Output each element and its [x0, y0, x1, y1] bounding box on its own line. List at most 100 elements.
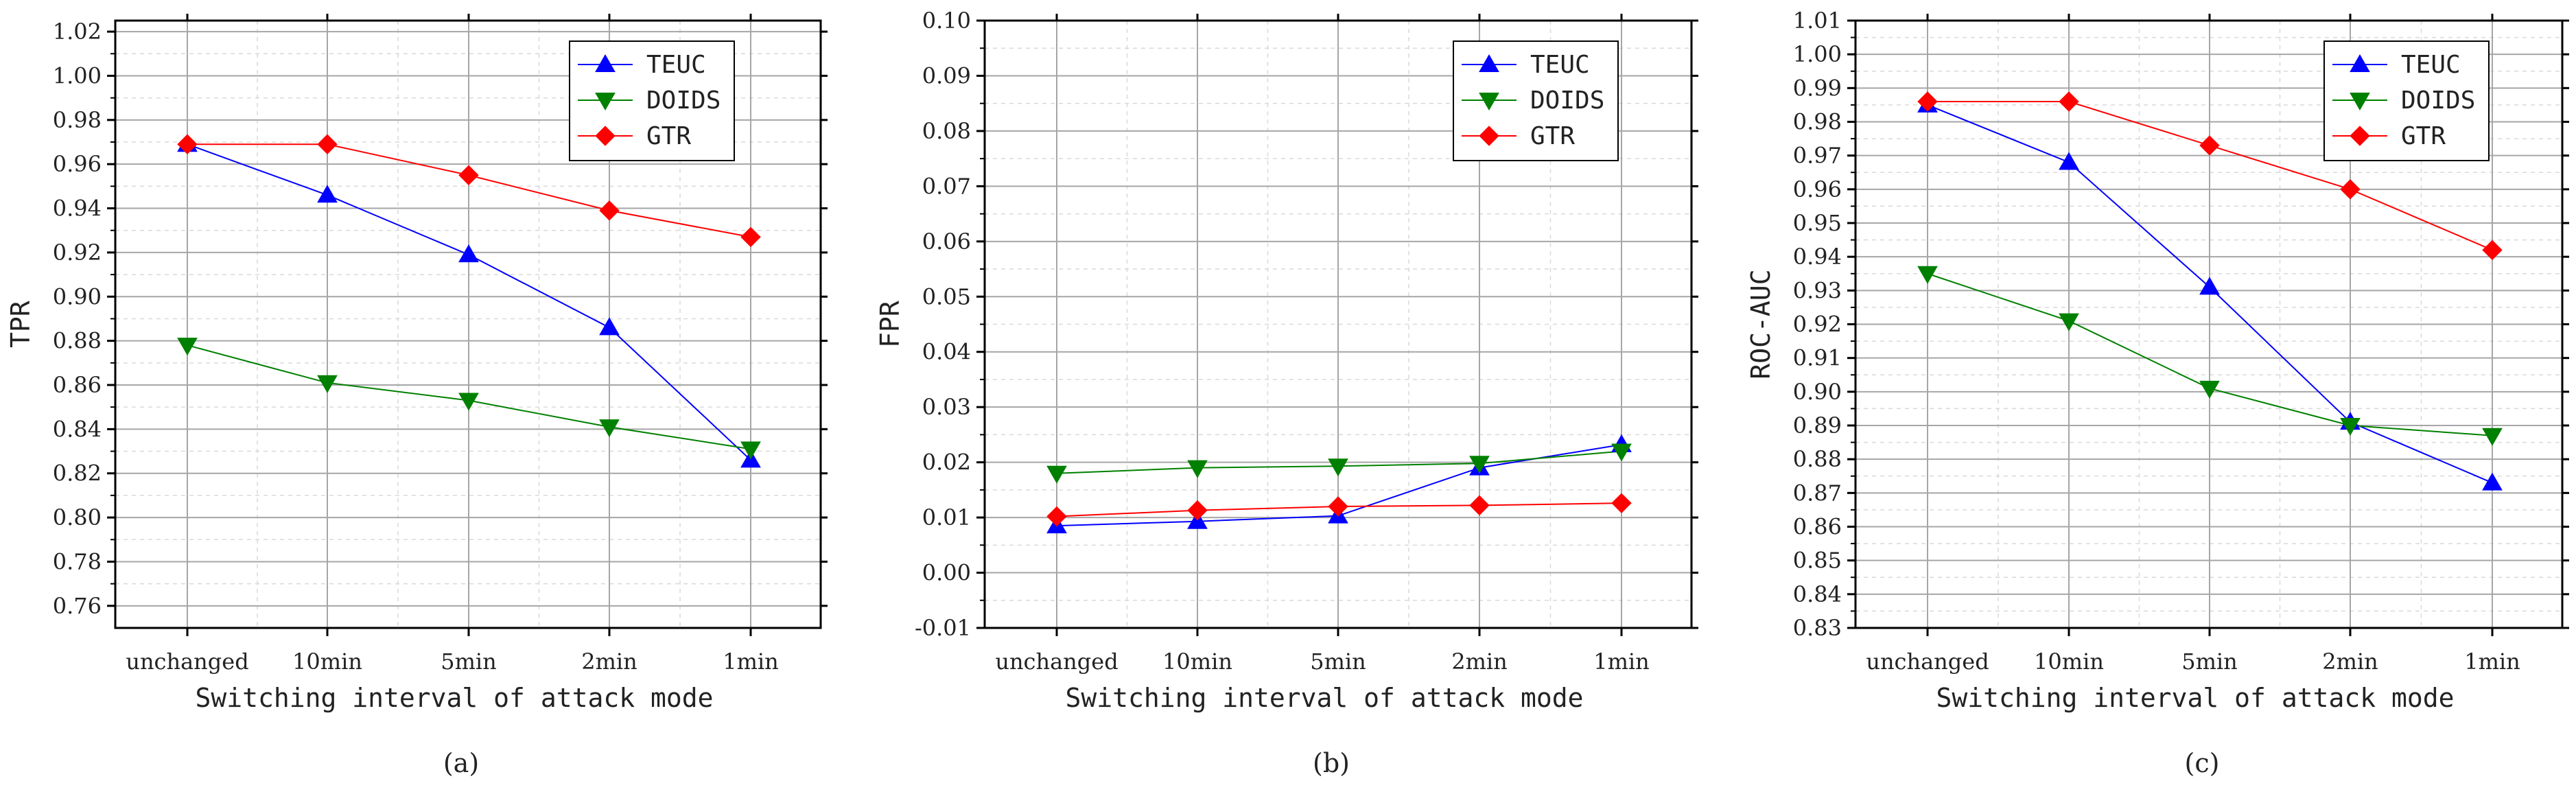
- y-tick-label: 0.94: [53, 196, 102, 222]
- data-point-gtr: [458, 165, 479, 185]
- data-point-doids: [1917, 266, 1938, 284]
- data-point-teuc: [2482, 472, 2503, 491]
- y-axis-title: TPR: [5, 301, 36, 348]
- y-tick-label: 0.95: [1793, 210, 1842, 236]
- legend-label-doids: DOIDS: [646, 86, 721, 115]
- y-tick-label: 0.90: [1793, 379, 1842, 405]
- data-point-gtr: [740, 226, 761, 248]
- x-tick-label: 10min: [1162, 649, 1232, 675]
- y-tick-label: 0.91: [1793, 345, 1842, 371]
- data-point-teuc: [2059, 152, 2079, 170]
- data-point-gtr: [2482, 240, 2503, 261]
- y-tick-label: -0.01: [915, 615, 971, 641]
- x-axis-title: Switching interval of attack mode: [1936, 683, 2455, 713]
- y-tick-label: 1.01: [1793, 8, 1842, 34]
- y-tick-label: 0.90: [53, 283, 102, 310]
- data-point-doids: [1046, 465, 1067, 484]
- data-point-gtr: [1469, 495, 1490, 516]
- x-tick-label: unchanged: [995, 649, 1118, 675]
- data-point-doids: [177, 338, 198, 356]
- y-tick-label: 0.88: [1793, 446, 1842, 472]
- y-tick-label: 0.93: [1793, 277, 1842, 303]
- legend-label-teuc: TEUC: [1530, 51, 1590, 79]
- x-tick-label: 2min: [581, 649, 637, 675]
- y-tick-label: 0.83: [1793, 615, 1842, 641]
- data-point-doids: [458, 393, 479, 411]
- legend-label-teuc: TEUC: [2401, 51, 2461, 79]
- data-point-doids: [2340, 418, 2361, 436]
- data-point-doids: [2482, 428, 2503, 446]
- x-tick-label: 1min: [2464, 649, 2520, 675]
- y-tick-label: 0.08: [922, 118, 971, 144]
- data-point-doids: [317, 375, 338, 393]
- y-tick-label: 0.98: [53, 107, 102, 133]
- y-tick-label: 0.09: [922, 62, 971, 89]
- chart-panel-1: 0.76 0.78 0.80 0.82 0.84 0.86 0.88 0.90 0.92 0.94…: [5, 14, 828, 778]
- legend-marker-gtr: [2350, 126, 2370, 146]
- panel-label: (a): [443, 748, 479, 778]
- y-axis-title: FPR: [875, 301, 905, 348]
- legend-label-doids: DOIDS: [2401, 86, 2475, 115]
- x-axis-title: Switching interval of attack mode: [1066, 683, 1584, 713]
- y-tick-label: 0.89: [1793, 412, 1842, 439]
- data-point-teuc: [599, 317, 620, 336]
- legend-marker-teuc: [2350, 54, 2370, 72]
- data-point-doids: [1328, 458, 1348, 477]
- y-tick-label: 0.86: [53, 372, 102, 398]
- x-tick-label: 10min: [2034, 649, 2104, 675]
- data-point-doids: [1187, 460, 1208, 478]
- y-tick-label: 1.00: [53, 62, 102, 89]
- x-tick-label: 10min: [292, 649, 362, 675]
- legend-marker-gtr: [1479, 126, 1499, 146]
- y-tick-label: 0.88: [53, 328, 102, 354]
- x-tick-label: 1min: [723, 649, 779, 675]
- legend-marker-doids: [2350, 93, 2370, 111]
- data-point-gtr: [1046, 506, 1067, 527]
- x-axis-title: Switching interval of attack mode: [196, 683, 714, 713]
- legend-label-gtr: GTR: [646, 122, 691, 150]
- data-point-doids: [2059, 313, 2079, 331]
- data-point-teuc: [2199, 277, 2220, 295]
- data-point-doids: [1469, 456, 1490, 474]
- data-point-gtr: [599, 200, 620, 221]
- data-point-doids: [1611, 443, 1632, 462]
- y-tick-label: 0.99: [1793, 75, 1842, 101]
- y-tick-label: 0.02: [922, 449, 971, 476]
- y-tick-label: 0.86: [1793, 514, 1842, 540]
- data-point-teuc: [458, 244, 479, 263]
- legend-label-gtr: GTR: [1530, 122, 1575, 150]
- y-tick-label: 0.01: [922, 504, 971, 530]
- data-point-gtr: [1328, 496, 1348, 517]
- y-tick-label: 0.84: [1793, 581, 1842, 607]
- y-tick-label: 0.06: [922, 229, 971, 255]
- legend-marker-doids: [1479, 93, 1499, 111]
- legend-marker-teuc: [595, 54, 616, 72]
- y-tick-label: 0.78: [53, 548, 102, 574]
- data-point-gtr: [1187, 500, 1208, 521]
- legend-marker-doids: [595, 93, 616, 111]
- y-tick-label: 0.03: [922, 394, 971, 420]
- y-tick-label: 0.87: [1793, 480, 1842, 506]
- y-tick-label: 0.97: [1793, 143, 1842, 169]
- x-tick-label: 5min: [441, 649, 497, 675]
- x-tick-label: 1min: [1593, 649, 1650, 675]
- data-point-gtr: [177, 134, 198, 154]
- y-tick-label: 0.98: [1793, 109, 1842, 135]
- y-tick-label: 0.05: [922, 283, 971, 310]
- y-tick-label: 0.80: [53, 504, 102, 530]
- data-point-gtr: [1611, 493, 1632, 513]
- y-tick-label: 1.00: [1793, 41, 1842, 67]
- y-tick-label: 0.92: [1793, 312, 1842, 338]
- data-point-gtr: [2340, 179, 2361, 200]
- legend-marker-teuc: [1479, 54, 1499, 72]
- data-point-doids: [740, 441, 761, 460]
- y-tick-label: 0.94: [1793, 244, 1842, 270]
- y-tick-label: 0.92: [53, 240, 102, 266]
- y-tick-label: 0.76: [53, 593, 102, 619]
- data-point-gtr: [317, 134, 338, 154]
- panel-label: (b): [1313, 748, 1350, 778]
- data-point-gtr: [1917, 91, 1938, 112]
- y-tick-label: 0.85: [1793, 548, 1842, 574]
- y-tick-label: 0.07: [922, 173, 971, 199]
